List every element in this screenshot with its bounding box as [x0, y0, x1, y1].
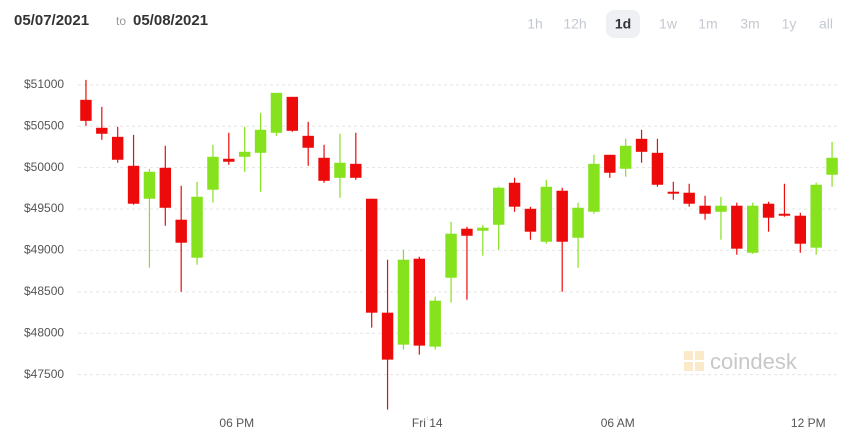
y-tick-label: $50000 — [24, 160, 64, 174]
candle-body — [302, 135, 314, 148]
candle-body — [334, 162, 346, 178]
candle-body — [524, 208, 537, 232]
range-button[interactable]: 1y — [782, 16, 797, 32]
candle-body — [365, 198, 378, 313]
candle-body — [715, 205, 727, 212]
candle-body — [381, 312, 394, 360]
y-tick-label: $48500 — [24, 284, 64, 298]
candle-body — [778, 213, 791, 216]
range-button[interactable]: 1h — [527, 16, 543, 32]
candle-body — [492, 187, 505, 225]
candle-body — [111, 136, 124, 160]
y-tick-label: $48000 — [24, 325, 64, 339]
candle-body — [318, 157, 330, 181]
range-selected-bg — [606, 10, 640, 38]
y-tick-label: $51000 — [24, 77, 64, 91]
watermark-logo — [684, 351, 704, 371]
candle-body — [651, 152, 664, 185]
candle-body — [223, 158, 235, 162]
candle-body — [588, 163, 600, 212]
range-button[interactable]: 1d — [615, 16, 631, 32]
candle-body — [635, 138, 648, 152]
candle-body — [683, 192, 695, 204]
candle-body — [175, 219, 187, 243]
candle-body — [207, 156, 219, 190]
candle-body — [159, 167, 172, 208]
candle-body — [699, 205, 711, 214]
watermark: coindesk — [710, 349, 798, 374]
candle-body — [794, 215, 807, 244]
candle-body — [413, 258, 426, 346]
candle-body — [556, 190, 568, 242]
candle-body — [445, 233, 457, 278]
candle-body — [477, 227, 489, 231]
candle-body — [762, 203, 775, 218]
candle-body — [508, 182, 521, 207]
candle-body — [667, 191, 680, 194]
candle-body — [731, 205, 743, 249]
x-tick-label: 06 AM — [601, 416, 635, 430]
x-tick-label: 06 PM — [219, 416, 254, 430]
candle-body — [397, 259, 410, 345]
candle-body — [143, 171, 156, 199]
y-tick-label: $49500 — [24, 201, 64, 215]
range-button[interactable]: 1m — [698, 16, 717, 32]
candle-body — [80, 99, 92, 121]
candle-body — [604, 154, 616, 173]
candle-body — [350, 163, 362, 178]
candle-body — [238, 151, 251, 157]
candle-body — [619, 145, 632, 169]
candle-body — [286, 96, 299, 131]
candle-body — [429, 300, 441, 347]
y-tick-label: $50500 — [24, 118, 64, 132]
range-buttons: 1h 12h 1d 1w 1m 3m 1y all — [527, 10, 833, 38]
candle-body — [254, 129, 267, 153]
x-tick-label: Fri 14 — [412, 416, 443, 430]
range-button[interactable]: 3m — [740, 16, 759, 32]
candle-body — [572, 207, 584, 238]
candle-body — [746, 205, 759, 253]
range-button[interactable]: all — [819, 16, 833, 32]
candle-body — [191, 196, 203, 258]
date-sep: to — [116, 14, 126, 28]
candle-body — [270, 92, 283, 133]
candle-body — [810, 184, 822, 248]
candle-body — [540, 186, 553, 242]
y-tick-label: $49000 — [24, 243, 64, 257]
candle-body — [461, 228, 473, 236]
x-tick-label: 12 PM — [791, 416, 826, 430]
candle-body — [826, 157, 838, 175]
candle-body — [127, 165, 140, 204]
date-to: 05/08/2021 — [133, 12, 208, 29]
range-button[interactable]: 1w — [659, 16, 678, 32]
candle-body — [96, 127, 108, 134]
date-from: 05/07/2021 — [14, 12, 89, 29]
range-button[interactable]: 12h — [563, 16, 586, 32]
y-tick-label: $47500 — [24, 367, 64, 381]
